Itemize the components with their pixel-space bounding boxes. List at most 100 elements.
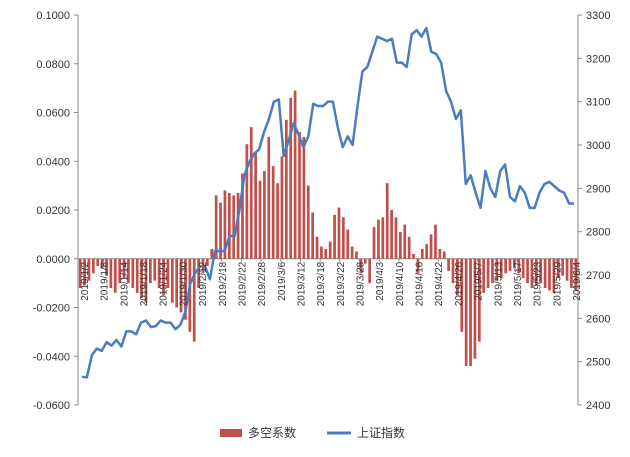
right-tick-label: 3300: [586, 10, 610, 22]
bar: [548, 258, 551, 291]
bar: [399, 231, 402, 259]
x-tick-label: 2019/5/7: [474, 261, 485, 300]
bar: [197, 258, 200, 288]
bar: [249, 127, 253, 259]
right-tick-label: 2800: [586, 227, 610, 239]
legend-line-label: 上证指数: [357, 425, 405, 440]
bar: [306, 185, 310, 259]
bar: [552, 258, 556, 293]
x-tick-label: 2019/1/30: [178, 261, 189, 306]
bar: [482, 258, 486, 293]
bar: [219, 202, 222, 259]
left-tick-label: 0.0400: [36, 156, 70, 168]
bar: [131, 258, 135, 288]
x-tick-label: 2019/1/24: [159, 261, 170, 306]
bar: [504, 258, 507, 274]
bar: [570, 258, 573, 288]
left-tick-label: 0.0000: [36, 254, 70, 266]
left-tick-label: -0.0600: [33, 400, 70, 412]
bar: [135, 258, 139, 293]
bar: [460, 258, 464, 332]
bar: [175, 258, 179, 308]
bar: [192, 258, 196, 342]
bar: [293, 90, 297, 259]
bar: [333, 214, 336, 259]
legend-bar-swatch: [220, 429, 242, 437]
bar: [109, 258, 113, 288]
x-tick-label: 2019/2/18: [218, 261, 229, 306]
bar: [149, 258, 152, 284]
bar: [214, 195, 218, 259]
bar: [456, 258, 459, 296]
tick-labels: 0.1000 0.0800 0.0600 0.0400 0.0200 0.0000 -0.0…: [33, 10, 611, 412]
bar: [530, 258, 534, 288]
bar: [184, 258, 187, 320]
x-tick-label: 2019/3/18: [316, 261, 327, 306]
bar: [206, 258, 209, 267]
x-tick-label: 2019/3/22: [336, 261, 347, 306]
bar: [385, 183, 389, 259]
bar: [534, 258, 538, 286]
bar: [302, 136, 306, 259]
bar: [267, 136, 271, 259]
bar: [276, 183, 279, 259]
line-series: [81, 26, 574, 379]
bar: [236, 192, 240, 259]
bar: [495, 258, 499, 281]
bar: [328, 241, 332, 259]
x-tick-label: 2019/5/17: [513, 261, 524, 306]
x-tick-label: 2019/2/28: [257, 261, 268, 306]
bar: [543, 258, 547, 288]
bar-series: [78, 90, 578, 366]
bar: [87, 258, 91, 281]
bar: [337, 207, 341, 259]
bar: [113, 258, 117, 293]
right-tick-label: 2900: [586, 183, 610, 195]
bar: [556, 258, 560, 279]
legend-bar-label: 多空系数: [248, 425, 296, 440]
left-tick-label: 0.0200: [36, 205, 70, 217]
x-tick-label: 2019/1/2: [80, 261, 91, 300]
bar: [451, 258, 455, 284]
bar: [179, 258, 183, 313]
bar: [561, 258, 565, 276]
bar: [122, 258, 126, 279]
x-tick-label: 2019/4/26: [454, 261, 465, 306]
bar: [407, 236, 411, 259]
left-tick-label: 0.0600: [36, 108, 70, 120]
bar: [469, 258, 472, 366]
x-tick-label: 2019/6/4: [572, 261, 583, 300]
x-tick-label: 2019/4/3: [375, 261, 386, 300]
bar: [320, 246, 323, 259]
bar: [412, 253, 415, 259]
left-tick-label: -0.0400: [33, 351, 70, 363]
bar: [539, 258, 543, 284]
bar: [438, 249, 442, 259]
bar: [153, 258, 157, 281]
bar: [83, 258, 86, 286]
bar: [416, 258, 420, 274]
bar: [420, 249, 424, 259]
bar: [105, 258, 108, 276]
bar: [157, 258, 161, 288]
right-tick-label: 2700: [586, 270, 610, 282]
bar: [521, 258, 525, 279]
axes-layer: [74, 14, 582, 406]
bar: [223, 190, 227, 259]
bar: [100, 258, 104, 269]
x-tick-label: 2019/3/12: [296, 261, 307, 306]
x-tick-label: 2019/2/22: [237, 261, 248, 306]
x-tick-label: 2019/3/6: [277, 261, 288, 300]
bar: [232, 195, 236, 259]
bar: [359, 258, 363, 274]
bar: [289, 97, 293, 259]
left-tick-label: -0.0200: [33, 303, 70, 315]
bar: [363, 258, 367, 264]
bar: [127, 258, 130, 284]
bar: [315, 236, 319, 259]
bar: [377, 219, 380, 259]
bar: [491, 258, 494, 284]
bar: [574, 258, 578, 291]
bar: [517, 258, 521, 274]
legend: 多空系数 上证指数: [220, 425, 405, 440]
